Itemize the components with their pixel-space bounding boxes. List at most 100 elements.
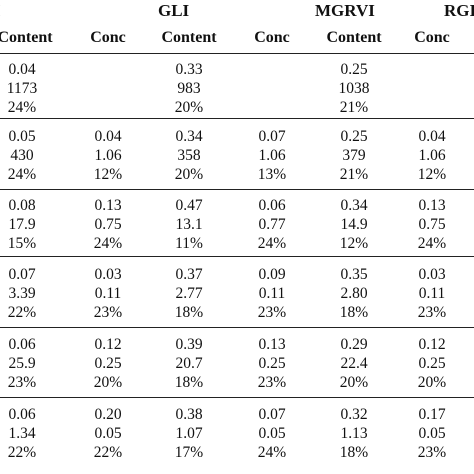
cell-value [73,79,143,98]
cell-value [73,60,143,79]
cell-value: 0.06 [8,406,36,423]
cell-value: 3.39 [8,285,36,302]
cell-value: 1.07 [175,425,203,442]
cell-value: 20% [93,374,123,391]
cell-value: 1.06 [418,147,446,164]
rule-row-2 [0,189,474,190]
table-cell: 0.08 17.9 15% [0,196,57,253]
cell-value: 0.34 [340,197,368,214]
col-header-conc-2: Conc [254,29,290,46]
cell-value: 18% [339,444,369,461]
cell-value: 12% [417,166,447,183]
table-cell: 0.06 1.34 22% [0,405,57,462]
table-cell: 0.05 430 24% [0,127,57,184]
table-cell: 0.13 0.75 24% [397,196,467,253]
group-header-mgrvi: MGRVI [315,1,375,20]
col-header-conc-3: Conc [414,29,450,46]
table-cell [73,60,143,117]
table-cell: 0.07 1.06 13% [237,127,307,184]
cell-value: 0.17 [418,406,446,423]
cell-value: 0.12 [418,336,446,353]
cell-value: 0.29 [340,336,368,353]
table-cell: 0.34 358 20% [154,127,224,184]
cell-value: 0.20 [94,406,122,423]
table-cell: 0.06 25.9 23% [0,335,57,392]
cell-value: 1.34 [8,425,36,442]
table-cell: 0.13 0.75 24% [73,196,143,253]
table-cell: 0.03 0.11 23% [73,265,143,322]
cell-value: 430 [10,147,34,164]
cell-value: 0.09 [258,266,286,283]
table-cell: 0.39 20.7 18% [154,335,224,392]
cell-value: 0.05 [8,128,36,145]
cell-value: 22.4 [340,355,368,372]
cell-value: 0.04 [8,61,36,78]
cell-value [397,60,467,79]
table-cell: 0.34 14.9 12% [319,196,389,253]
cell-value: 0.25 [258,355,286,372]
cell-value: 0.25 [94,355,122,372]
cell-value: 0.11 [94,285,122,302]
cell-value: 23% [93,304,123,321]
table-cell: 0.04 1.06 12% [73,127,143,184]
cell-value: 20% [174,166,204,183]
table-cell: 0.13 0.25 23% [237,335,307,392]
cell-value: 0.03 [94,266,122,283]
cell-value: 24% [417,235,447,252]
cell-value: 2.77 [175,285,203,302]
cell-value: 22% [93,444,123,461]
cell-value: 0.03 [418,266,446,283]
cell-value: 21% [339,166,369,183]
cell-value: 0.06 [258,197,286,214]
cell-value: 25.9 [8,355,36,372]
cell-value: 22% [7,444,37,461]
table-cell: 0.09 0.11 23% [237,265,307,322]
cell-value: 0.07 [258,406,286,423]
cell-value: 24% [257,235,287,252]
cell-value: 0.38 [175,406,203,423]
cell-value: 0.25 [340,128,368,145]
cell-value: 0.75 [418,216,446,233]
cell-value: 0.32 [340,406,368,423]
rule-row-3 [0,256,474,257]
col-header-content-3: Content [326,29,382,46]
cell-value [237,98,307,117]
cell-value: 983 [177,80,201,97]
cell-value: 21% [339,99,369,116]
cell-value: 18% [174,374,204,391]
cell-value: 24% [7,99,37,116]
cell-value: 1038 [338,80,370,97]
cell-value: 0.37 [175,266,203,283]
cell-value: 18% [339,304,369,321]
cell-value: 1.06 [94,147,122,164]
cell-value: 0.25 [418,355,446,372]
cell-value: 11% [175,235,203,252]
cell-value [237,60,307,79]
table-cell: 0.04 1173 24% [0,60,57,117]
table-cell [237,60,307,117]
cell-value: 0.12 [94,336,122,353]
rule-header [0,53,474,54]
col-header-conc-1: Conc [90,29,126,46]
table-cell: 0.12 0.25 20% [73,335,143,392]
cell-value: 0.47 [175,197,203,214]
cell-value [73,98,143,117]
cell-value: 0.05 [94,425,122,442]
table-cell: 0.37 2.77 18% [154,265,224,322]
cell-value: 2.80 [340,285,368,302]
table-cell: 0.32 1.13 18% [319,405,389,462]
table-cell: 0.17 0.05 23% [397,405,467,462]
cell-value: 0.35 [340,266,368,283]
cell-value: 0.11 [418,285,446,302]
table-cell: 0.29 22.4 20% [319,335,389,392]
table-cell: 0.04 1.06 12% [397,127,467,184]
cell-value: 0.07 [8,266,36,283]
cell-value: 0.06 [8,336,36,353]
col-header-content-1: Content [0,29,53,46]
cell-value: 0.39 [175,336,203,353]
cell-value: 358 [177,147,201,164]
table-cell: 0.12 0.25 20% [397,335,467,392]
cell-value: 17.9 [8,216,36,233]
cell-value: 13.1 [175,216,203,233]
